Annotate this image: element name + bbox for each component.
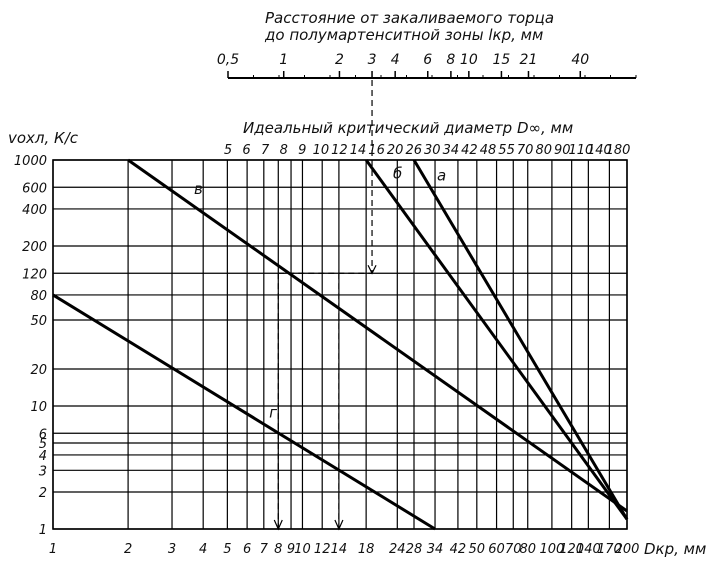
top-scale-tick-label: 0,5 <box>217 52 239 68</box>
ideal-tick-label: 55 <box>498 143 515 158</box>
x-tick-label: 200 <box>615 542 640 557</box>
y-tick-label: 20 <box>30 363 47 378</box>
ideal-tick-label: 48 <box>480 143 497 158</box>
guide-arrowhead-top <box>367 264 377 275</box>
y-tick-label: 80 <box>30 289 47 304</box>
ideal-tick-label: 80 <box>535 143 552 158</box>
y-tick-label: 600 <box>22 181 47 196</box>
x-tick-label: 12 <box>314 542 331 557</box>
top-scale-tick-label: 1 <box>279 52 288 68</box>
ideal-tick-label: 34 <box>443 143 460 158</box>
x-tick-label: 24 <box>389 542 406 557</box>
ideal-tick-label: 14 <box>350 143 367 158</box>
x-tick-label: 70 <box>505 542 522 557</box>
ideal-tick-label: 70 <box>517 143 534 158</box>
reading-guides <box>273 80 377 531</box>
y-tick-label: 400 <box>22 203 47 218</box>
x-tick-label: 34 <box>427 542 444 557</box>
top-scale-tick-label: 6 <box>423 52 432 68</box>
ideal-tick-label: 9 <box>298 143 306 158</box>
ideal-tick-label: 140 <box>587 143 612 158</box>
x-tick-label: 100 <box>539 542 564 557</box>
ideal-diameter-title: Идеальный критический диаметр D∞, мм <box>243 119 573 137</box>
ideal-tick-label: 42 <box>461 143 478 158</box>
y-tick-label: 2 <box>39 486 47 501</box>
y-tick-label: 50 <box>30 314 47 329</box>
x-tick-label: 3 <box>168 542 176 557</box>
top-scale-tick-label: 21 <box>520 52 538 68</box>
y-tick-label: 120 <box>22 267 47 282</box>
curve-г <box>52 293 436 531</box>
x-tick-label: 8 <box>274 542 282 557</box>
x-tick-label: 10 <box>294 542 311 557</box>
x-tick-label: 50 <box>469 542 486 557</box>
x-tick-label: 28 <box>406 542 423 557</box>
x-tick-label: 120 <box>559 542 584 557</box>
top-scale-tick-label: 10 <box>460 52 478 68</box>
curve-в <box>127 158 628 513</box>
ideal-tick-label: 8 <box>280 143 288 158</box>
top-scale-title-line1: Расстояние от закаливаемого торца <box>265 9 554 27</box>
plot-frame <box>52 159 628 530</box>
y-tick-label: 1000 <box>14 154 47 169</box>
x-tick-label: 9 <box>287 542 295 557</box>
x-tick-label: 1 <box>49 542 57 557</box>
y-tick-label: 5 <box>39 437 47 452</box>
top-scale-tick-label: 4 <box>391 52 400 68</box>
guide-arrowhead-1 <box>334 519 344 531</box>
ideal-tick-label: 12 <box>331 143 348 158</box>
curve-label-г: г <box>269 404 277 422</box>
y-tick-label: 10 <box>30 400 47 415</box>
ideal-tick-label: 90 <box>554 143 571 158</box>
x-tick-label: 2 <box>124 542 132 557</box>
top-scale-tick-label: 3 <box>368 52 377 68</box>
y-tick-label: 4 <box>39 449 47 464</box>
x-axis-label: Dкр, мм <box>644 540 706 558</box>
x-tick-label: 14 <box>331 542 348 557</box>
x-tick-label: 80 <box>519 542 536 557</box>
y-tick-label: 1 <box>39 523 47 538</box>
ideal-tick-label: 6 <box>242 143 250 158</box>
top-distance-scale: 0,5 1 2 3 4 6 8 10 15 21 40 <box>217 52 637 79</box>
ideal-tick-label: 7 <box>261 143 270 158</box>
curves: а б в г <box>52 158 629 531</box>
plot-grid <box>52 159 628 530</box>
x-tick-label: 18 <box>358 542 375 557</box>
ideal-tick-label: 20 <box>387 143 404 158</box>
top-scale-tick-label: 2 <box>335 52 344 68</box>
x-tick-label: 6 <box>243 542 251 557</box>
x-tick-label: 7 <box>260 542 269 557</box>
x-tick-label: 5 <box>223 542 231 557</box>
curve-б <box>364 159 629 521</box>
x-tick-label: 4 <box>199 542 207 557</box>
top-scale-tick-label: 15 <box>493 52 511 68</box>
ideal-tick-label: 10 <box>313 143 330 158</box>
top-scale-tick-label: 8 <box>446 52 455 68</box>
x-tick-label: 170 <box>597 542 622 557</box>
ideal-tick-label: 5 <box>224 143 232 158</box>
curve-а <box>412 159 629 521</box>
curve-label-а: а <box>437 167 446 185</box>
y-tick-label: 200 <box>22 240 47 255</box>
x-tick-label: 140 <box>576 542 601 557</box>
ideal-tick-label: 16 <box>368 143 385 158</box>
ideal-tick-label: 26 <box>405 143 422 158</box>
x-tick-label: 60 <box>488 542 505 557</box>
curve-label-в: в <box>194 180 203 198</box>
top-scale-title-line2: до полумартенситной зоны lкр, мм <box>264 26 543 44</box>
guide-arrowhead-0 <box>273 519 283 531</box>
top-scale-tick-label: 40 <box>571 52 589 68</box>
ideal-tick-label: 180 <box>606 143 631 158</box>
x-tick-label: 42 <box>450 542 467 557</box>
y-tick-label: 6 <box>39 427 47 442</box>
curve-label-б: б <box>393 165 402 183</box>
ideal-tick-label: 110 <box>568 143 593 158</box>
ideal-tick-label: 30 <box>424 143 441 158</box>
y-tick-label: 3 <box>39 464 47 479</box>
y-axis-label: vохл, К/с <box>8 129 79 147</box>
